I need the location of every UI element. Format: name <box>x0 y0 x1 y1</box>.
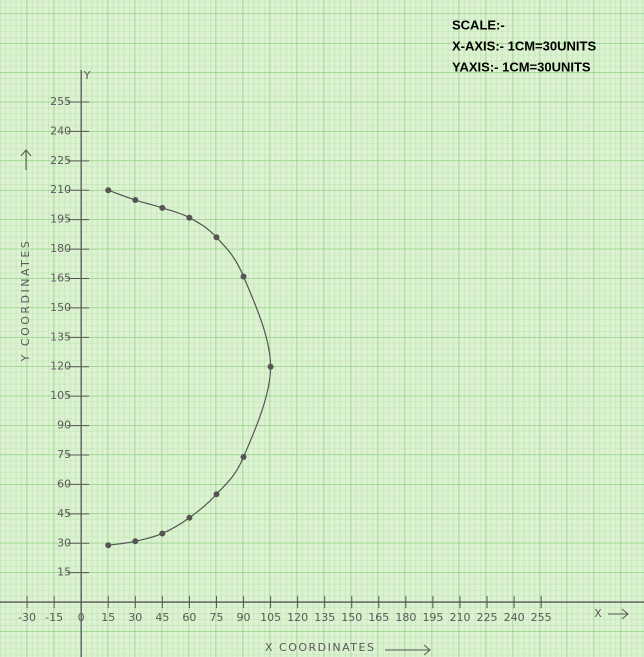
x-tick-label: 255 <box>531 611 552 624</box>
point <box>105 542 112 549</box>
scale-line: X-AXIS:- 1CM=30UNITS <box>452 38 596 53</box>
point <box>186 214 193 221</box>
x-tick-label: 0 <box>78 611 85 624</box>
y-tick-label: 90 <box>57 419 71 432</box>
y-tick-label: 195 <box>50 213 71 226</box>
point <box>132 197 139 204</box>
y-tick-label: 240 <box>50 124 71 137</box>
y-tick-label: 30 <box>57 536 71 549</box>
x-tick-label: 180 <box>395 611 416 624</box>
x-tick-label: 240 <box>504 611 525 624</box>
y-tick-label: 75 <box>57 448 71 461</box>
x-tick-label: 210 <box>450 611 471 624</box>
point <box>213 234 220 241</box>
point <box>105 187 112 194</box>
point <box>186 514 193 521</box>
y-tick-label: 180 <box>50 242 71 255</box>
y-label-arrow <box>20 149 32 170</box>
x-axis-label: X COORDINATES <box>265 641 375 654</box>
y-tick-label: 60 <box>57 477 71 490</box>
x-tick-label: 90 <box>237 611 251 624</box>
x-axis-letter: X <box>594 607 602 620</box>
y-axis-letter: Y <box>83 69 91 82</box>
y-axis-label: Y COORDINATES <box>19 239 32 363</box>
point <box>240 273 247 280</box>
y-tick-label: 120 <box>50 360 71 373</box>
y-tick-label: 135 <box>50 330 71 343</box>
scale-title: SCALE:- <box>452 17 505 32</box>
scale-line: YAXIS:- 1CM=30UNITS <box>452 59 591 74</box>
x-tick-label: 75 <box>209 611 223 624</box>
x-tick-label: 150 <box>341 611 362 624</box>
x-tick-label: 15 <box>101 611 115 624</box>
x-tick-label: 195 <box>422 611 443 624</box>
y-tick-label: 45 <box>57 507 71 520</box>
y-tick-label: 150 <box>50 301 71 314</box>
x-axis-arrow <box>608 608 629 620</box>
x-tick-label: 165 <box>368 611 389 624</box>
x-tick-label: 105 <box>260 611 281 624</box>
plot: -30 -15 0 15 30 45 60 75 90 105 120 135 150 165 180 195… <box>0 69 644 657</box>
x-tick-label: 135 <box>314 611 335 624</box>
y-tick-label: 210 <box>50 183 71 196</box>
point <box>213 491 220 498</box>
y-tick-label: 15 <box>57 566 71 579</box>
x-tick-label: 225 <box>477 611 498 624</box>
point <box>240 453 247 460</box>
x-label-arrow <box>385 644 431 656</box>
y-tick-label: 255 <box>50 95 71 108</box>
x-tick-label: -30 <box>18 611 36 624</box>
x-tick-label: 30 <box>128 611 142 624</box>
point <box>132 538 139 545</box>
y-tick-label: 225 <box>50 154 71 167</box>
x-tick-label: -15 <box>45 611 63 624</box>
y-tick-label: 165 <box>50 271 71 284</box>
x-tick-label: 120 <box>287 611 308 624</box>
x-tick-label: 60 <box>182 611 196 624</box>
x-tick-label: 45 <box>155 611 169 624</box>
point <box>159 530 166 537</box>
y-tick-label: 105 <box>50 389 71 402</box>
point <box>267 363 274 370</box>
point <box>159 204 166 211</box>
